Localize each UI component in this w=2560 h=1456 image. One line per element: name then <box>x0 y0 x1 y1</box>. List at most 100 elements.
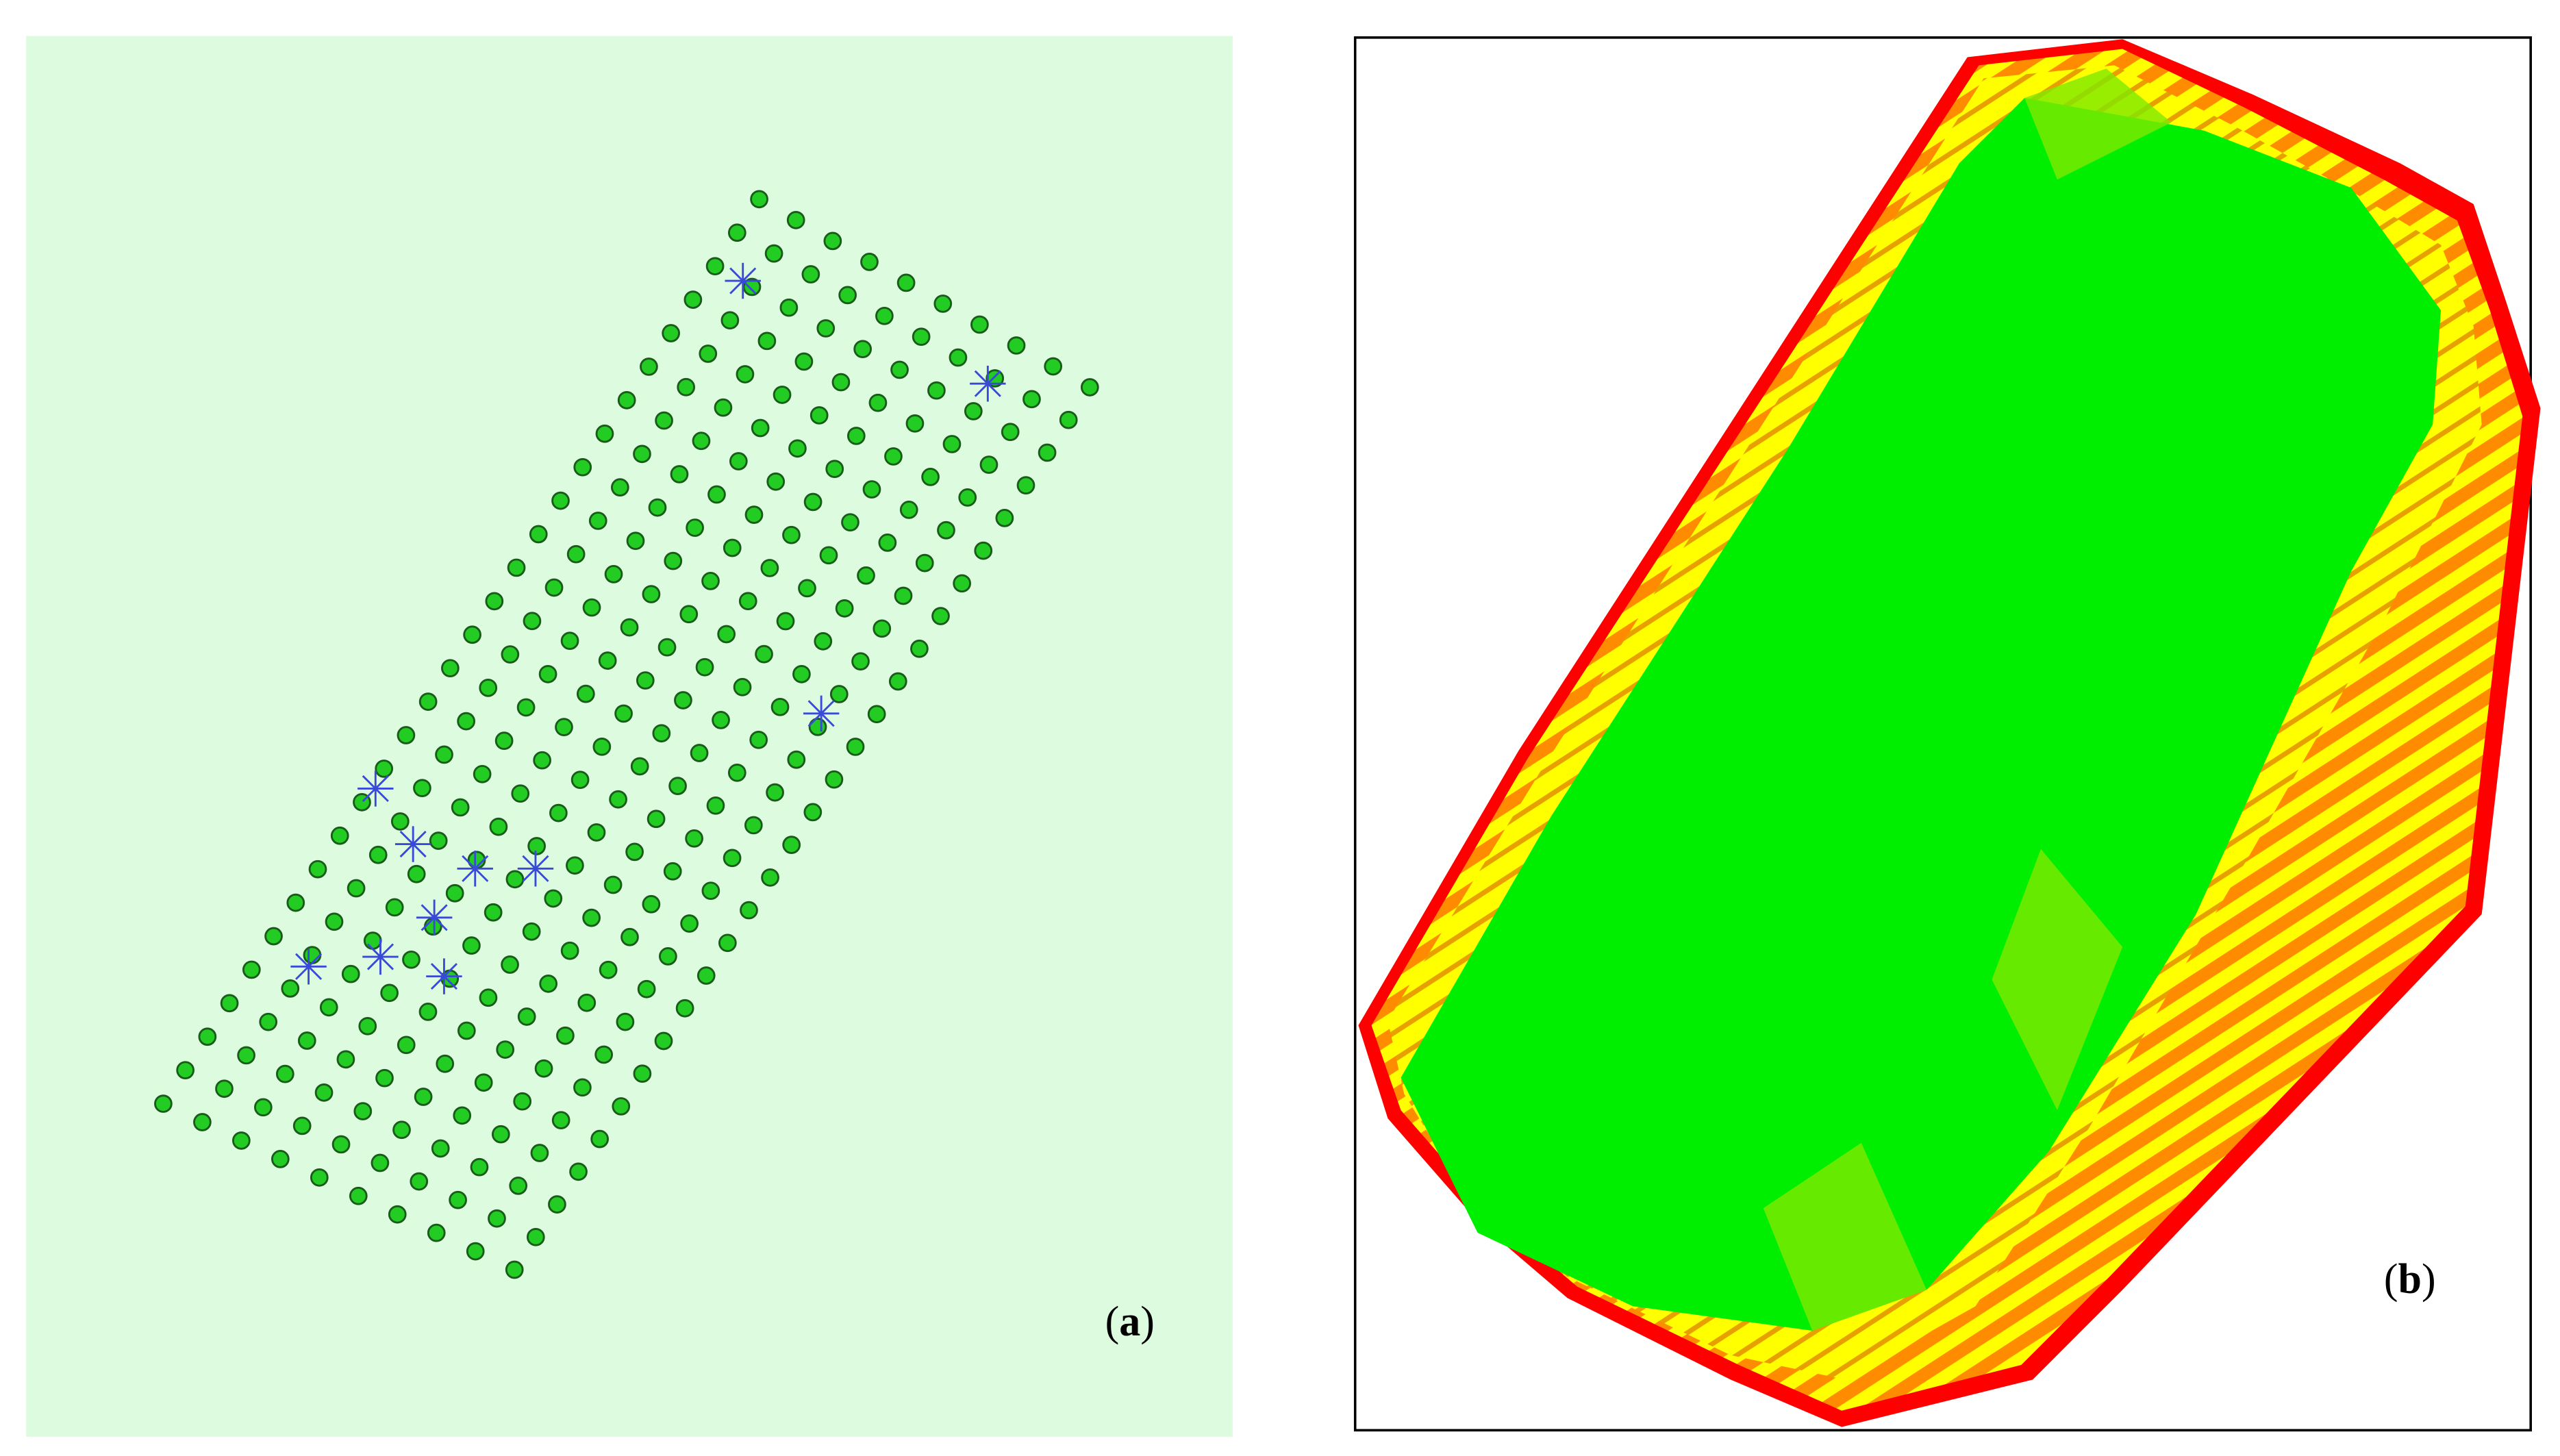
camera-position <box>539 975 558 993</box>
camera-position <box>979 455 999 474</box>
panel-a-background <box>26 36 1233 1437</box>
gcp-marker <box>517 851 554 887</box>
gcp-stroke <box>807 700 835 727</box>
camera-position <box>875 306 894 325</box>
camera-position <box>792 664 811 683</box>
camera-position <box>846 738 865 756</box>
camera-position <box>388 1205 407 1224</box>
camera-position <box>1016 476 1036 495</box>
camera-position <box>517 1007 536 1026</box>
camera-position <box>718 933 737 953</box>
camera-position <box>723 849 742 868</box>
camera-position <box>633 1064 652 1083</box>
camera-position <box>308 859 327 879</box>
camera-position <box>530 1144 549 1162</box>
camera-position <box>363 931 382 950</box>
camera-position <box>449 1190 467 1209</box>
gcp-marker <box>970 366 1006 402</box>
camera-position <box>590 1129 610 1149</box>
camera-position <box>489 817 508 836</box>
camera-position <box>773 386 792 404</box>
camera-position <box>637 979 656 999</box>
camera-position <box>427 1223 446 1242</box>
camera-position <box>648 498 667 517</box>
camera-position <box>853 340 873 359</box>
camera-position <box>347 879 366 898</box>
camera-position <box>529 525 548 544</box>
gcp-marker <box>357 770 394 807</box>
camera-position <box>896 273 916 292</box>
camera-position <box>375 1068 394 1088</box>
camera-position <box>505 1260 524 1279</box>
camera-position <box>577 993 597 1012</box>
camera-position <box>573 457 592 477</box>
camera-position <box>592 737 612 756</box>
camera-position <box>566 856 584 875</box>
camera-position <box>894 586 913 605</box>
camera-position <box>744 816 763 835</box>
camera-position <box>501 955 519 974</box>
camera-position <box>683 290 703 309</box>
overlap-very-high-patch <box>2024 68 2172 180</box>
camera-position <box>744 505 764 524</box>
camera-position <box>888 672 907 691</box>
camera-position <box>829 685 849 703</box>
camera-position <box>237 1046 255 1065</box>
camera-position <box>570 770 590 790</box>
camera-position <box>620 618 639 637</box>
camera-position <box>803 803 823 822</box>
camera-position <box>663 862 682 881</box>
camera-position <box>560 941 579 960</box>
camera-position <box>633 444 651 464</box>
camera-position <box>429 831 448 850</box>
camera-position <box>740 901 758 920</box>
camera-position <box>556 1026 575 1045</box>
camera-position <box>402 950 421 969</box>
camera-position <box>662 324 680 342</box>
camera-position <box>484 903 503 922</box>
camera-position <box>701 572 720 590</box>
camera-position <box>435 745 453 764</box>
camera-position <box>319 998 338 1017</box>
camera-position <box>281 979 300 998</box>
camera-position <box>761 868 779 887</box>
camera-position <box>720 311 740 330</box>
camera-position <box>193 1113 212 1131</box>
camera-position <box>825 460 844 479</box>
camera-position <box>873 619 892 638</box>
camera-position <box>286 893 305 912</box>
camera-position <box>779 298 799 317</box>
camera-position <box>677 377 696 397</box>
camera-position <box>511 784 530 803</box>
camera-position <box>527 837 546 855</box>
camera-position <box>551 1111 570 1130</box>
camera-position <box>310 1168 329 1187</box>
camera-position <box>846 427 866 445</box>
camera-position <box>314 1083 334 1102</box>
gcp-stroke <box>462 855 489 882</box>
gcp-marker <box>725 262 761 299</box>
camera-position <box>755 644 773 664</box>
camera-position <box>868 393 888 412</box>
camera-position <box>652 724 671 743</box>
camera-position <box>654 1031 673 1051</box>
gcp-stroke <box>362 775 389 803</box>
camera-position <box>617 390 636 410</box>
camera-position <box>390 812 410 831</box>
camera-position <box>573 1078 592 1097</box>
camera-position <box>685 829 703 848</box>
camera-position <box>473 764 492 783</box>
camera-position <box>899 501 918 519</box>
camera-position <box>538 664 557 683</box>
camera-position <box>560 631 579 651</box>
camera-position <box>595 424 614 443</box>
camera-position <box>816 319 836 338</box>
camera-position <box>995 509 1014 527</box>
camera-position <box>1044 357 1063 376</box>
camera-position <box>786 211 805 229</box>
camera-position <box>986 369 1005 388</box>
camera-position <box>479 678 498 697</box>
camera-position <box>275 1064 294 1083</box>
camera-position <box>729 452 748 470</box>
camera-position <box>176 1061 194 1080</box>
